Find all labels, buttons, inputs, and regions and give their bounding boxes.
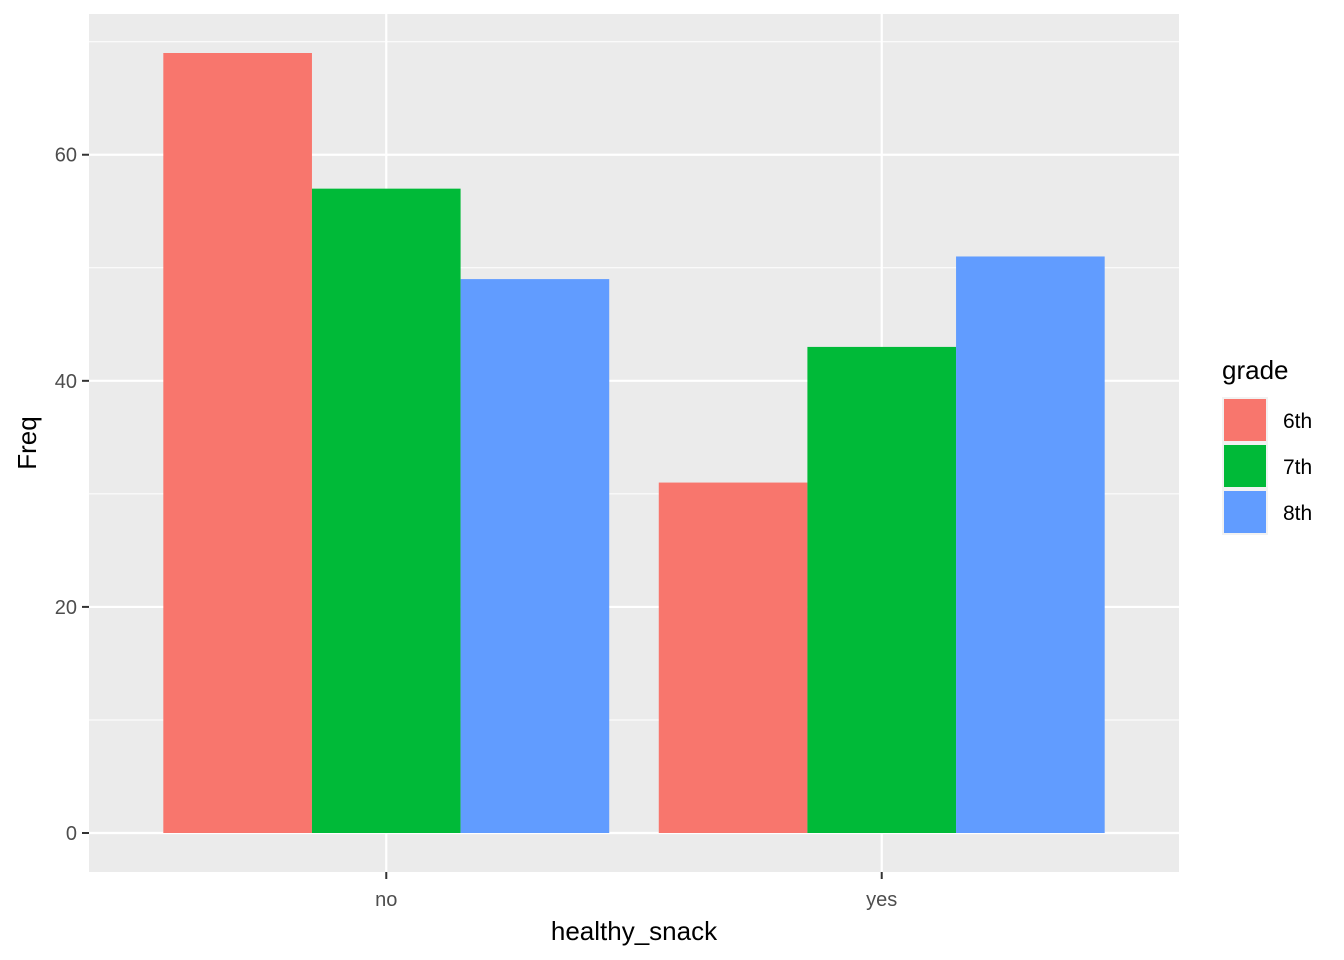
legend-swatch bbox=[1224, 399, 1266, 441]
y-tick-label: 0 bbox=[66, 823, 77, 845]
legend-swatch bbox=[1224, 445, 1266, 487]
bar-6th-yes bbox=[658, 482, 808, 833]
y-tick-label: 60 bbox=[55, 145, 77, 167]
bar-7th-no bbox=[311, 188, 461, 834]
bar-6th-no bbox=[163, 53, 312, 833]
legend-swatch bbox=[1224, 491, 1266, 533]
y-tick-label: 20 bbox=[55, 597, 77, 619]
legend-label: 8th bbox=[1283, 502, 1312, 525]
x-tick-label: no bbox=[375, 889, 397, 911]
legend-label: 6th bbox=[1283, 410, 1312, 433]
bar-8th-no bbox=[460, 279, 610, 834]
bars bbox=[163, 53, 1105, 834]
y-axis-title: Freq bbox=[12, 416, 42, 469]
bar-7th-yes bbox=[807, 346, 957, 833]
legend: grade 6th 7th 8th bbox=[1222, 355, 1312, 535]
legend-title: grade bbox=[1222, 355, 1289, 385]
x-tick-label: yes bbox=[866, 889, 897, 911]
x-axis: no yes bbox=[375, 872, 897, 911]
x-axis-title: healthy_snack bbox=[551, 916, 718, 946]
y-tick-label: 40 bbox=[55, 371, 77, 393]
y-axis: 0 20 40 60 bbox=[55, 145, 89, 845]
legend-label: 7th bbox=[1283, 456, 1312, 479]
bar-8th-yes bbox=[956, 256, 1105, 833]
